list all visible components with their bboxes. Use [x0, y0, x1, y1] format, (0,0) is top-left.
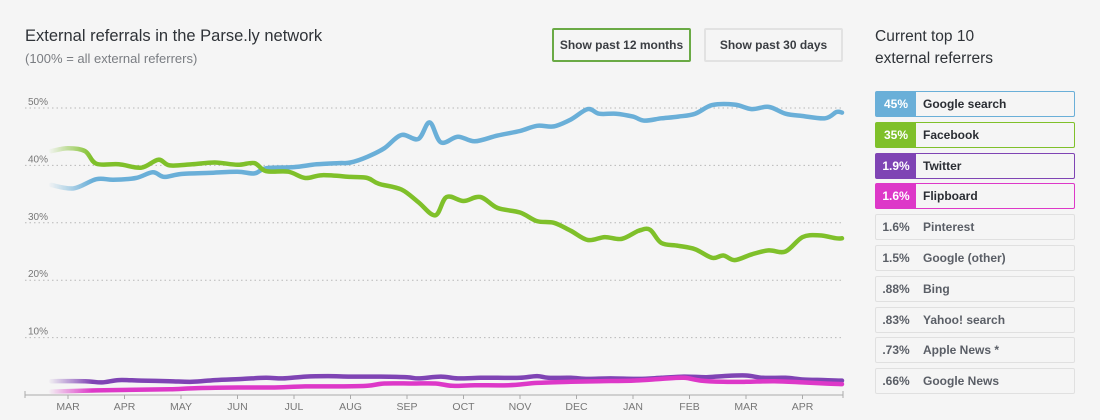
x-tick-label: DEC — [565, 401, 588, 413]
sidebar-title-line1: Current top 10 — [875, 28, 975, 45]
referrer-name: Flipboard — [923, 189, 978, 204]
referrer-name: Google News — [923, 374, 1000, 389]
y-tick-label: 40% — [28, 154, 48, 165]
sidebar-title: Current top 10 external referrers — [875, 26, 1075, 70]
y-tick-label: 10% — [28, 327, 48, 338]
referrer-percent: 45% — [876, 92, 916, 116]
x-tick-label: MAY — [170, 401, 192, 413]
referrer-name: Twitter — [923, 158, 962, 173]
referrer-item[interactable]: .73% Apple News * — [875, 337, 1075, 364]
x-tick-label: OCT — [452, 401, 475, 413]
show-past-12-months-button[interactable]: Show past 12 months — [552, 28, 691, 62]
x-tick-label: NOV — [509, 401, 532, 413]
referrer-percent: .66% — [882, 374, 910, 389]
x-axis: MAR APR MAY JUN JUL AUG SEP OCT NOV DEC JAN FEB MAR A… — [24, 391, 844, 413]
series-line-facebook — [48, 145, 845, 263]
sidebar-title-line2: external referrers — [875, 50, 994, 67]
show-past-30-days-button[interactable]: Show past 30 days — [704, 28, 843, 62]
referrer-percent: 1.6% — [882, 220, 910, 235]
referrer-percent: 1.5% — [882, 250, 910, 265]
referrer-name: Google (other) — [923, 250, 1006, 265]
y-tick-label: 30% — [28, 212, 48, 223]
x-tick-label: APR — [792, 401, 814, 413]
x-tick-label: MAR — [734, 401, 758, 413]
x-tick-label: JAN — [623, 401, 643, 413]
referrer-item[interactable]: 1.6% Flipboard — [875, 183, 1075, 210]
x-tick-label: AUG — [339, 401, 362, 413]
referrer-percent: .73% — [882, 343, 910, 358]
y-gridlines — [25, 107, 843, 339]
line-chart: 10% 20% 30% 40% 50% MAR APR MAY JUN JUL AUG SEP OCT… — [24, 97, 845, 413]
referrer-item[interactable]: .83% Yahoo! search — [875, 306, 1075, 333]
referrer-item[interactable]: .88% Bing — [875, 275, 1075, 302]
series-line-flipboard — [48, 375, 845, 394]
x-tick-label: JUN — [227, 401, 247, 413]
series-lines — [48, 101, 845, 394]
referrer-name: Apple News * — [923, 343, 1000, 358]
y-tick-label: 50% — [28, 97, 48, 108]
referrer-name: Bing — [923, 281, 950, 296]
referrer-percent: 1.9% — [876, 153, 916, 178]
y-tick-label: 20% — [28, 269, 48, 280]
referrer-item[interactable]: 1.5% Google (other) — [875, 244, 1075, 271]
x-tick-label: MAR — [56, 401, 80, 413]
x-tick-label: JUL — [285, 401, 304, 413]
x-tick-label: FEB — [679, 401, 699, 413]
referrer-item[interactable]: 35% Facebook — [875, 121, 1075, 148]
chart-subtitle: (100% = all external referrers) — [25, 51, 198, 66]
referrer-name: Google search — [923, 97, 1007, 111]
y-axis-labels: 10% 20% 30% 40% 50% — [28, 97, 48, 338]
referrer-item[interactable]: 1.9% Twitter — [875, 152, 1075, 179]
referrer-name: Facebook — [923, 127, 980, 142]
top-referrers-list: 45% Google search 35% Facebook 1.9% Twitter 1.… — [875, 91, 1075, 399]
referrer-item[interactable]: 1.6% Pinterest — [875, 214, 1075, 241]
referrer-percent: .83% — [882, 312, 910, 327]
x-tick-label: APR — [114, 401, 136, 413]
referrer-percent: 35% — [876, 122, 916, 147]
chart-title: External referrals in the Parse.ly netwo… — [25, 27, 323, 45]
referrer-percent: 1.6% — [876, 184, 916, 209]
series-line-twitter — [48, 373, 845, 385]
x-tick-label: SEP — [396, 401, 417, 413]
series-line-google-search — [48, 101, 845, 191]
referrer-name: Pinterest — [923, 220, 975, 235]
referrer-item[interactable]: 45% Google search — [875, 91, 1075, 117]
referrer-item[interactable]: .66% Google News — [875, 368, 1075, 395]
referrer-percent: .88% — [882, 281, 910, 296]
referrer-name: Yahoo! search — [923, 312, 1006, 327]
